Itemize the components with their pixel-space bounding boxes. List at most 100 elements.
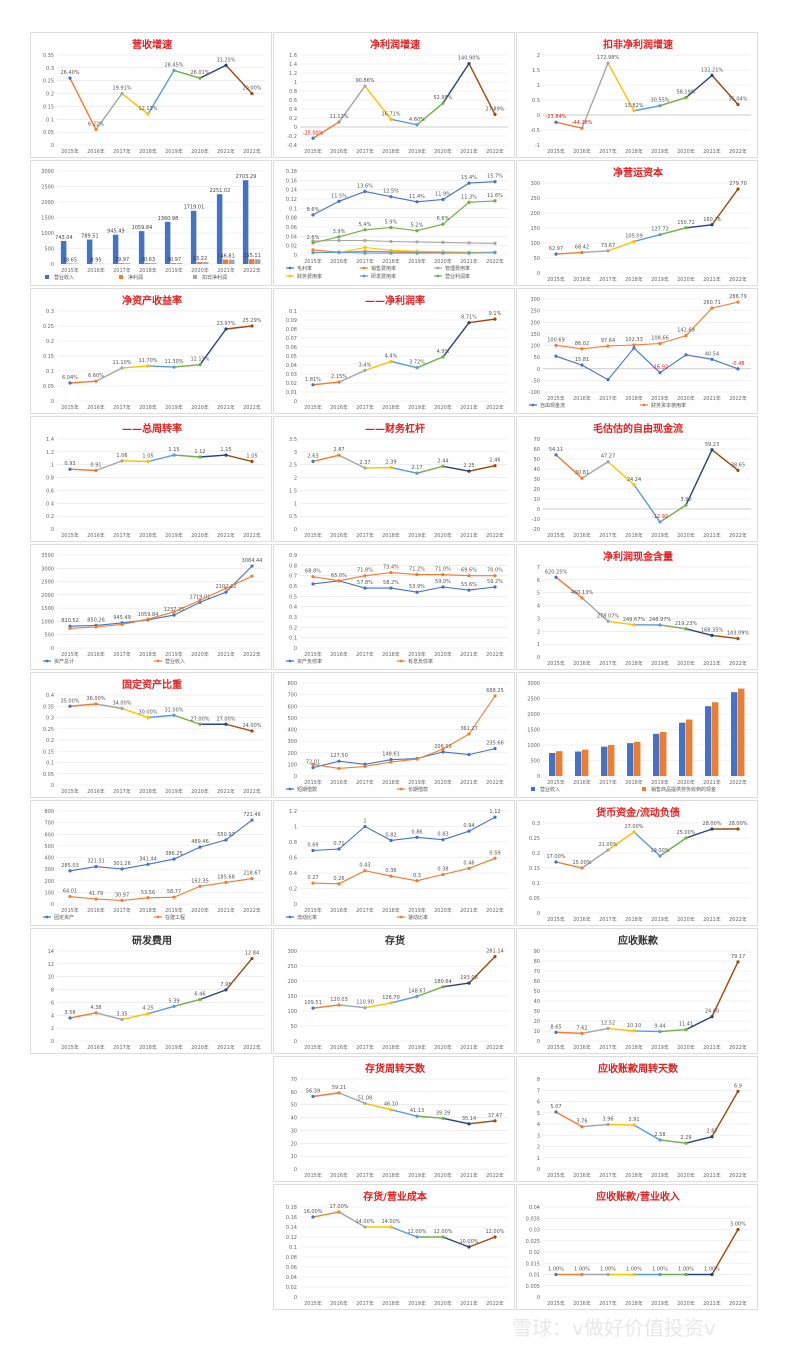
chart-panel-receivable-turnover-days: 应收账款周转天数 0 1 2 3 4 5 6 7 8 2015年 2016年 2017年 2018年 201…	[516, 1056, 758, 1182]
series-line-5	[312, 200, 496, 244]
data-point	[172, 453, 176, 457]
data-label: 16.71%	[381, 111, 400, 117]
data-label: 4.4%	[385, 353, 398, 359]
y-tick-label: 2500	[527, 697, 540, 703]
y-tick-label: 0.01	[286, 390, 297, 396]
data-label: 71.0%	[435, 567, 451, 573]
y-tick-label: 60	[534, 979, 540, 985]
data-label: 8.6%	[307, 207, 320, 213]
data-point	[736, 300, 740, 304]
data-point	[94, 468, 98, 473]
x-tick-label: 2019年	[408, 651, 426, 658]
data-point	[337, 380, 341, 384]
data-point	[493, 1235, 497, 1239]
data-point	[736, 1227, 740, 1232]
data-point	[606, 378, 610, 382]
x-tick-label: 2019年	[651, 148, 669, 155]
line-segment	[555, 576, 583, 599]
data-point	[632, 623, 636, 627]
x-tick-label: 2021年	[217, 267, 235, 274]
data-point	[710, 1015, 714, 1019]
y-tick-label: 0.3	[46, 309, 54, 315]
data-label: 2.44	[437, 458, 448, 464]
data-point	[467, 588, 471, 592]
data-label: 28.45%	[164, 62, 183, 68]
data-point	[172, 610, 176, 614]
data-point	[146, 459, 150, 464]
legend-label: 管理费用率	[445, 265, 470, 272]
data-label: 40.54	[705, 351, 719, 357]
y-tick-label: 0.4	[289, 605, 297, 611]
x-tick-label: 2021年	[460, 258, 478, 265]
legend-label: 短期借款	[297, 786, 317, 793]
x-tick-label: 2018年	[139, 148, 157, 155]
legend-marker	[288, 787, 292, 791]
data-label: 59.2%	[487, 579, 503, 585]
data-label: 30.00%	[138, 710, 157, 716]
x-tick-label: 2017年	[356, 258, 374, 265]
y-tick-label: 40	[534, 999, 540, 1005]
data-label: 3.72%	[409, 360, 425, 366]
data-label: 0.69	[307, 843, 318, 849]
x-tick-label: 2016年	[330, 1044, 348, 1051]
y-tick-label: 0.2	[46, 514, 54, 520]
data-point	[441, 101, 445, 105]
data-label: 11.6%	[487, 193, 503, 199]
data-label: 150.72	[677, 220, 695, 226]
data-label: 0.27	[307, 875, 318, 881]
line-segment	[685, 1136, 713, 1144]
y-tick-label: 70	[534, 437, 540, 443]
x-tick-label: 2018年	[625, 1300, 643, 1307]
y-tick-label: 600	[44, 832, 54, 838]
data-label: 15.4%	[461, 175, 477, 181]
data-point	[684, 96, 688, 100]
x-tick-label: 2021年	[460, 148, 478, 155]
chart-panel-fixed-asset-ratio: 固定资产比重 0 0.05 0.1 0.15 0.2 0.25 0.3 0.35 0.4 2015年…	[30, 672, 272, 798]
data-point	[467, 829, 471, 833]
y-tick-label: 3	[294, 450, 297, 456]
data-label: 945.49	[113, 615, 131, 621]
x-tick-label: 2022年	[486, 779, 504, 786]
legend-label: 营业收入	[165, 658, 185, 665]
y-tick-label: 250	[287, 964, 297, 970]
data-point	[710, 306, 714, 310]
line-segment	[607, 620, 635, 626]
data-point	[363, 238, 367, 243]
x-tick-label: 2019年	[165, 267, 183, 274]
data-point	[580, 1031, 584, 1035]
y-tick-label: 0.09	[286, 318, 297, 324]
y-tick-label: 700	[44, 821, 54, 827]
y-tick-label: 0	[294, 125, 297, 131]
y-tick-label: 0.1	[532, 881, 540, 887]
data-label: 126.70	[382, 995, 400, 1001]
chart-title: 营收增速	[132, 38, 172, 51]
x-tick-label: 2019年	[651, 1172, 669, 1179]
data-point	[684, 1272, 688, 1277]
data-label: 249.67%	[623, 617, 645, 623]
data-point	[580, 363, 584, 367]
data-label: 7.62	[576, 1025, 587, 1031]
x-tick-label: 2016年	[87, 907, 105, 914]
data-point	[337, 847, 341, 851]
chart-title: 净资产收益率	[122, 294, 182, 307]
bar-2-4	[177, 263, 183, 264]
data-point	[710, 223, 714, 227]
y-tick-label: 200	[44, 879, 54, 885]
x-tick-label: 2018年	[139, 651, 157, 658]
x-tick-label: 2017年	[113, 907, 131, 914]
data-point	[710, 357, 714, 361]
data-point	[632, 830, 636, 834]
data-label: 28.00%	[702, 821, 721, 827]
data-point	[467, 241, 471, 245]
x-tick-label: 2019年	[408, 1300, 426, 1307]
series-line-1	[69, 575, 253, 629]
line-segment	[711, 188, 739, 226]
data-label: 386.25	[165, 851, 183, 857]
line-segment	[685, 449, 713, 506]
data-label: 3.96	[602, 1116, 613, 1122]
x-tick-label: 2017年	[599, 532, 617, 539]
data-label: 41.79	[89, 891, 103, 897]
data-label: 120.03	[330, 997, 348, 1003]
data-label: 39.39	[436, 1110, 450, 1116]
x-tick-label: 2022年	[243, 404, 261, 411]
